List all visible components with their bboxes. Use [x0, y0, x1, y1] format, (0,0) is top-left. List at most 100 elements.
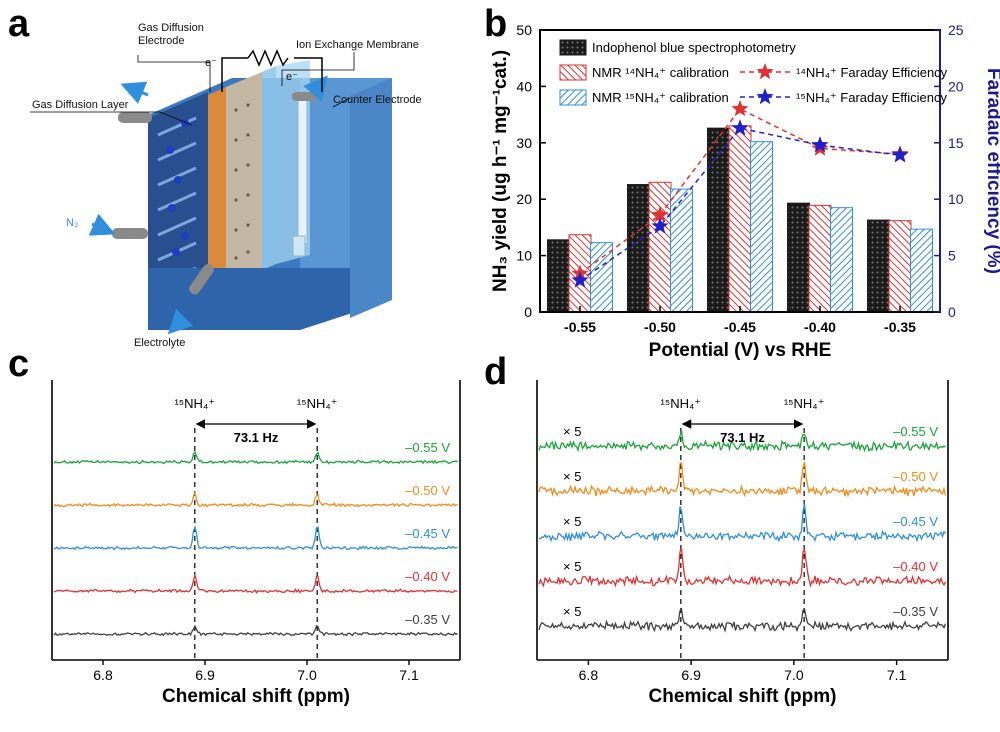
scale-label-2: × 5	[563, 514, 581, 529]
nmr-trace-2	[538, 503, 946, 543]
cell-front-base	[148, 268, 392, 330]
nmr-trace-4	[53, 624, 458, 637]
bar-1-4	[888, 220, 912, 313]
n2-inlet-pipe	[112, 228, 148, 239]
y2tick-label: 20	[948, 78, 964, 94]
trace-label-0: –0.55 V	[893, 424, 938, 439]
counter-electrode-rod	[297, 91, 308, 245]
fe-star-1-0	[571, 271, 589, 288]
label-n2: N₂	[66, 217, 78, 229]
bar-0-4	[867, 219, 890, 313]
xtick-label-0: 6.8	[93, 667, 113, 683]
peak-label-0: ¹⁵NH₄⁺	[661, 396, 702, 411]
x-axis-title: Chemical shift (ppm)	[162, 686, 350, 707]
bar-2-4	[910, 228, 933, 313]
label-electron-right: e⁻	[286, 71, 298, 83]
legend-swatch-2	[559, 89, 587, 106]
bar-2-2	[750, 141, 773, 313]
label-electrolyte: Electrolyte	[134, 337, 185, 349]
xtick-label: -0.35	[884, 319, 916, 335]
trace-label-0: –0.55 V	[405, 440, 450, 455]
legend-label-0: Indophenol blue spectrophotometry	[592, 40, 796, 55]
legend-label-1: NMR ¹⁴NH₄⁺ calibration	[592, 65, 729, 80]
y2tick-label: 5	[948, 248, 956, 264]
bar-0-2	[707, 127, 730, 313]
gas-diffusion-electrode	[208, 87, 226, 292]
trace-label-1: –0.50 V	[405, 483, 450, 498]
nmr-trace-3	[53, 573, 458, 594]
label-ion-exchange-membrane: Ion Exchange Membrane	[296, 39, 419, 51]
panel-letter-d: d	[484, 351, 507, 393]
xtick-label: -0.40	[804, 319, 836, 335]
bar-0-3	[787, 202, 810, 313]
nmr-trace-1	[538, 461, 947, 498]
trace-label-1: –0.50 V	[893, 469, 938, 484]
fe-star-1-3	[811, 136, 829, 153]
bar-2-1	[670, 188, 693, 313]
nmr-trace-1	[53, 490, 458, 508]
splitting-label: 73.1 Hz	[234, 430, 279, 445]
legend-fe-label-1: ¹⁵NH₄⁺ Faraday Efficiency	[796, 90, 947, 105]
xtick-label-1: 6.9	[195, 667, 215, 683]
peak-label-1: ¹⁵NH₄⁺	[297, 396, 338, 411]
nmr-trace-0	[538, 430, 946, 453]
splitting-label: 73.1 Hz	[720, 430, 765, 445]
y2-axis-title-b: Faradaic efficiency (%)	[983, 68, 1000, 274]
trace-label-4: –0.35 V	[893, 604, 938, 619]
bar-1-3	[808, 204, 832, 313]
nmr-trace-0	[53, 450, 458, 465]
trace-label-2: –0.45 V	[893, 514, 938, 529]
legend-star-0	[756, 63, 774, 80]
fe-star-0-1	[651, 206, 669, 223]
electrolyte-pipe	[189, 264, 214, 295]
bar-0-0	[547, 239, 570, 313]
trace-label-3: –0.40 V	[893, 559, 938, 574]
xtick-label-2: 7.0	[784, 667, 804, 683]
panel-letter-c: c	[8, 343, 29, 385]
bar-2-3	[830, 207, 853, 313]
legend-swatch-0	[559, 39, 587, 56]
panel-letter-a: a	[8, 3, 30, 45]
legend-swatch-1	[559, 64, 587, 81]
ytick-label: 30	[516, 135, 532, 151]
y2tick-label: 0	[948, 304, 956, 320]
panel-letter-b: b	[484, 3, 507, 45]
fe-star-1-2	[731, 119, 749, 136]
peak-label-1: ¹⁵NH₄⁺	[784, 396, 825, 411]
resistor-icon	[247, 49, 289, 67]
fe-star-0-2	[731, 100, 749, 117]
xtick-label: -0.45	[724, 319, 756, 335]
gas-inlet-pipe-top	[118, 112, 152, 123]
trace-label-3: –0.40 V	[405, 569, 450, 584]
bar-1-1	[648, 181, 672, 313]
legend-star-1	[756, 88, 774, 105]
nmr-trace-4	[538, 607, 947, 633]
ytick-label: 20	[516, 191, 532, 207]
trace-label-4: –0.35 V	[405, 612, 450, 627]
legend-fe-label-0: ¹⁴NH₄⁺ Faraday Efficiency	[796, 65, 948, 80]
xtick-label: -0.50	[644, 319, 676, 335]
scale-label-0: × 5	[563, 424, 581, 439]
catalyst-layer	[226, 72, 262, 282]
label-gas-diffusion-electrode: Gas Diffusion Electrode	[138, 22, 204, 47]
y2tick-label: 10	[948, 191, 964, 207]
ytick-label: 40	[516, 78, 532, 94]
fe-star-1-1	[651, 217, 669, 234]
xtick-label-2: 7.0	[297, 667, 317, 683]
xtick-label-1: 6.9	[681, 667, 701, 683]
trace-label-2: –0.45 V	[405, 526, 450, 541]
fe-line-0	[579, 108, 901, 275]
ytick-label: 10	[516, 248, 532, 264]
scale-label-1: × 5	[563, 469, 581, 484]
xtick-label-3: 7.1	[887, 667, 907, 683]
bar-2-0	[590, 242, 613, 313]
legend-label-2: NMR ¹⁵NH₄⁺ calibration	[592, 90, 729, 105]
xtick-label: -0.55	[564, 319, 596, 335]
y-axis-title-b: NH₃ yield (ug h⁻¹ mg⁻¹cat.)	[490, 50, 511, 292]
bar-0-1	[627, 184, 650, 313]
ytick-label: 50	[516, 22, 532, 38]
x-axis-title: Chemical shift (ppm)	[649, 686, 837, 707]
chart-d: ¹⁵NH₄⁺ ¹⁵NH₄⁺ 73.1 Hz –0.55 V × 5 –0.50 V × 5 –…	[536, 380, 949, 707]
x-axis-title-b: Potential (V) vs RHE	[649, 340, 832, 361]
